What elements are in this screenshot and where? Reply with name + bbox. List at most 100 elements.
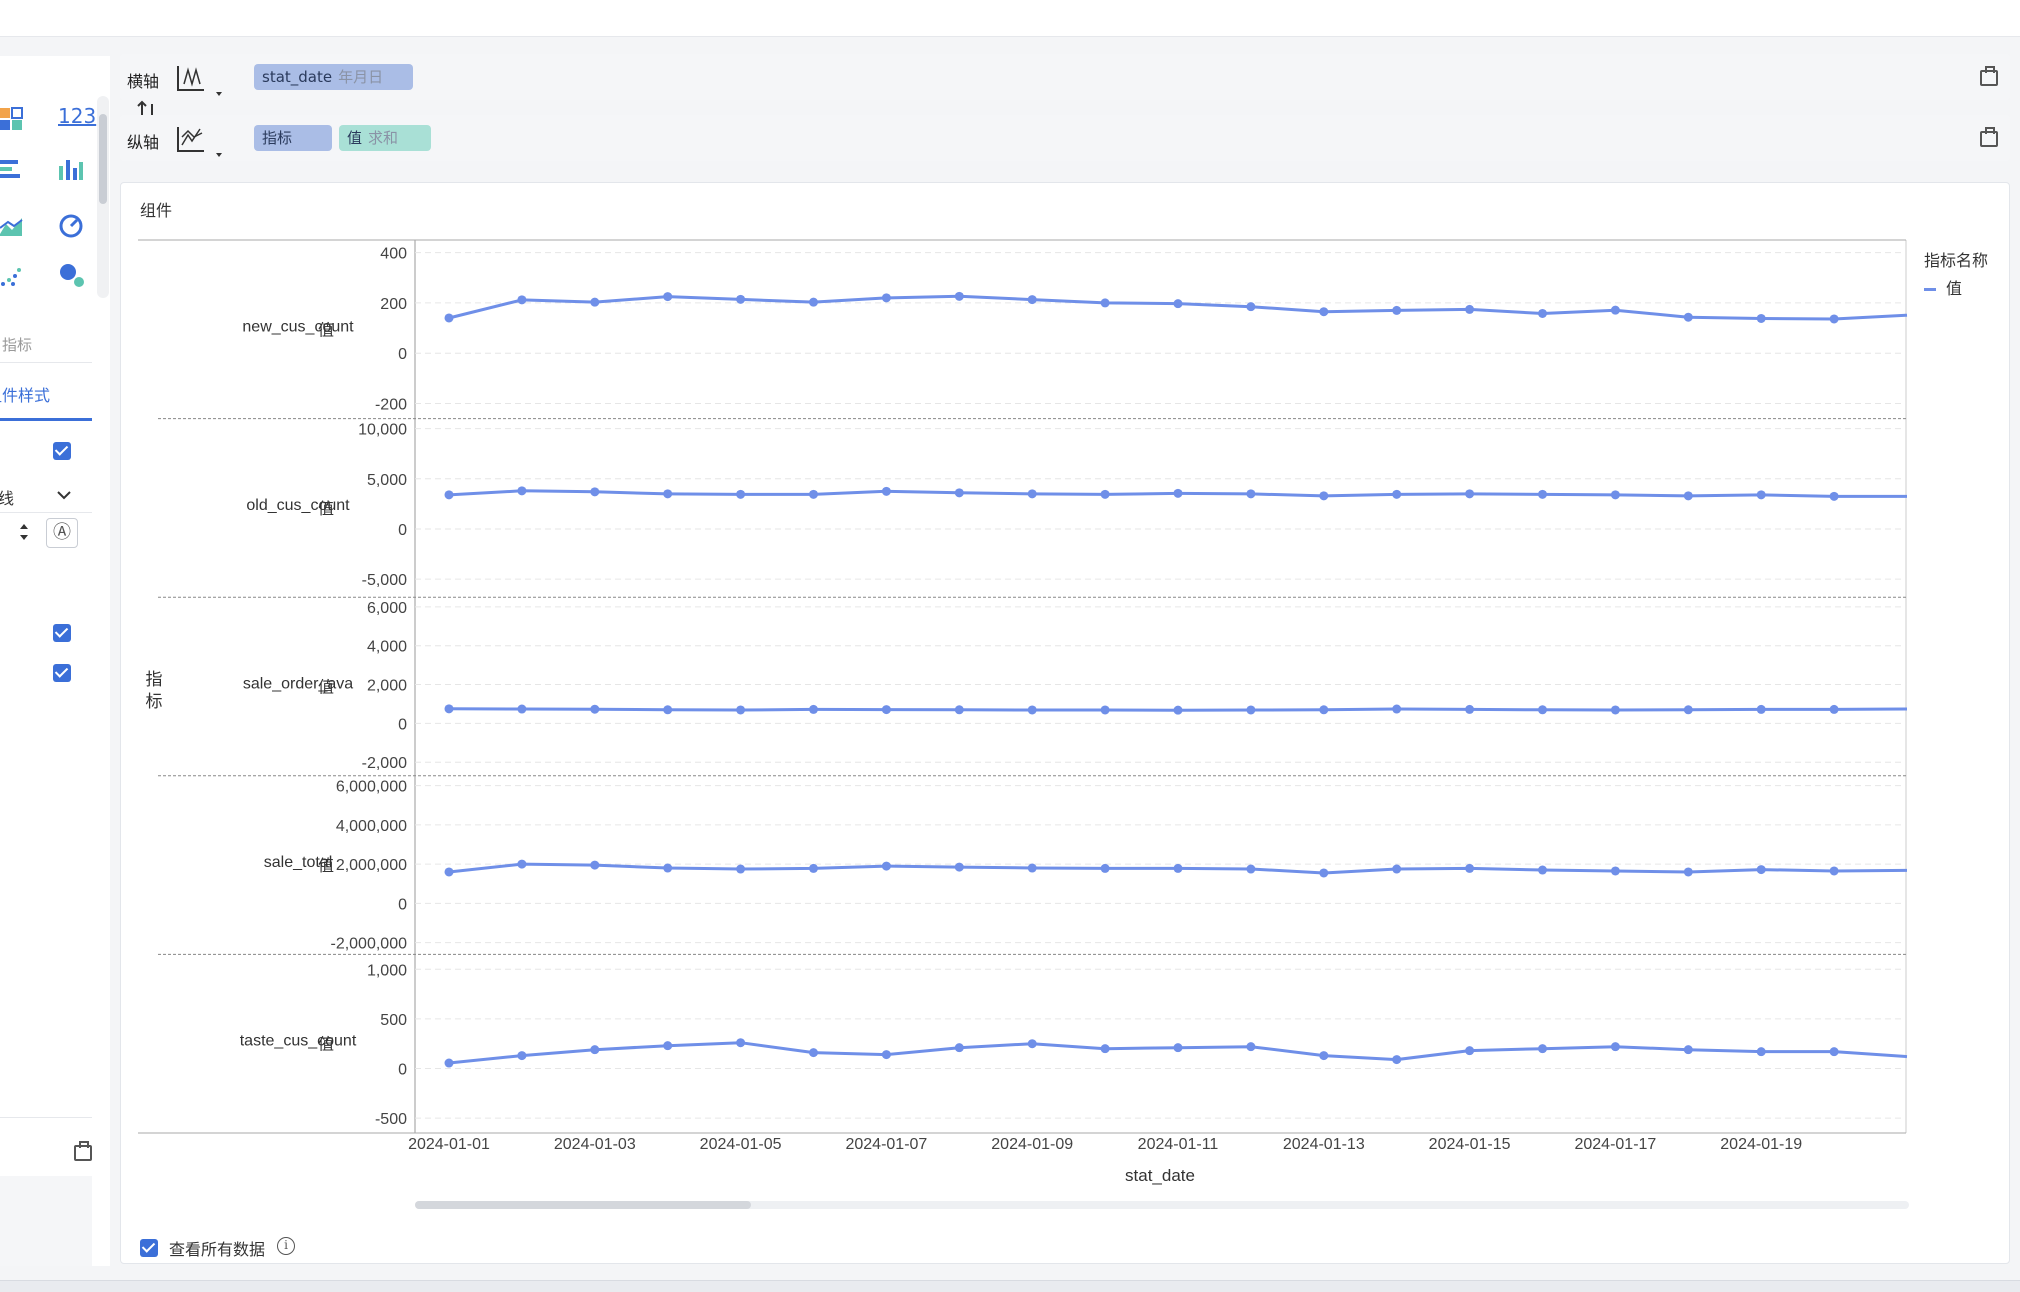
data-point <box>444 490 454 500</box>
x-axis-sort-icon[interactable] <box>176 62 226 100</box>
data-point <box>954 862 964 872</box>
line-type-select-value[interactable]: 线 <box>0 489 15 508</box>
facet-label: sale_order_ava <box>243 676 353 693</box>
data-point <box>1465 1046 1475 1056</box>
y-axis-settings-icon[interactable] <box>1980 127 1998 147</box>
data-point <box>736 705 746 715</box>
chevron-down-icon[interactable] <box>56 486 72 505</box>
y-tick-label: 6,000 <box>367 600 407 617</box>
tab-component-style[interactable]: 组件样式 <box>0 386 51 405</box>
facet-label: sale_total <box>264 854 333 871</box>
data-point <box>444 704 454 714</box>
grid-chart-icon[interactable] <box>0 106 24 136</box>
y-tick-label: -2,000 <box>362 755 407 772</box>
x-tick-label: 2024-01-13 <box>1283 1136 1365 1153</box>
data-point <box>1392 489 1402 499</box>
data-point <box>1173 488 1183 498</box>
area-chart-icon[interactable] <box>0 214 24 242</box>
data-point <box>590 487 600 497</box>
data-point <box>1319 705 1329 715</box>
left-panel-scrollbar[interactable] <box>97 96 109 298</box>
x-axis-field-pill[interactable]: stat_date 年月日 <box>254 64 413 90</box>
y-tick-label: 2,000 <box>367 678 407 695</box>
x-tick-label: 2024-01-15 <box>1429 1136 1511 1153</box>
y-tick-label: 4,000,000 <box>336 818 407 835</box>
legend-title: 指标名称 <box>1924 251 1989 270</box>
active-tab-indicator <box>0 418 92 421</box>
y-axis-sort-icon[interactable] <box>176 123 226 161</box>
bar-vertical-icon[interactable] <box>58 156 84 186</box>
data-point <box>517 486 527 496</box>
bar-horizontal-icon[interactable] <box>0 158 24 186</box>
data-point <box>1756 1047 1766 1057</box>
y-tick-label: 400 <box>380 246 407 263</box>
view-all-data-checkbox[interactable] <box>140 1239 158 1257</box>
data-point <box>954 705 964 715</box>
data-point <box>1392 704 1402 714</box>
data-point <box>1829 491 1839 501</box>
y-tick-label: 0 <box>398 896 407 913</box>
data-point <box>1538 489 1547 499</box>
y-tick-label: -2,000,000 <box>330 936 407 953</box>
y-axis-measure-group-pill[interactable]: 指标 <box>254 125 332 151</box>
info-icon[interactable]: i <box>277 1237 295 1255</box>
data-point <box>1756 313 1766 323</box>
data-point <box>663 863 673 873</box>
legend-entry-label: 值 <box>1946 279 1963 298</box>
left-panel-footer-area <box>0 1176 92 1266</box>
stepper-arrows-icon[interactable] <box>18 520 30 548</box>
data-point <box>517 859 527 869</box>
data-point <box>881 705 891 715</box>
data-point <box>663 489 673 499</box>
data-point <box>736 864 746 874</box>
x-axis-settings-icon[interactable] <box>1980 66 1998 86</box>
facet-label: old_cus_count <box>246 497 350 514</box>
data-point <box>1683 312 1693 322</box>
data-point <box>881 861 891 871</box>
style-checkbox-2[interactable] <box>53 624 71 642</box>
gauge-icon[interactable] <box>58 212 84 242</box>
y-tick-label: 10,000 <box>358 422 407 439</box>
section-label: 指标 <box>2 336 33 354</box>
y-axis-value-field: 值 <box>347 129 363 147</box>
data-point <box>954 291 964 301</box>
data-point <box>444 867 454 877</box>
y-axis-value-pill[interactable]: 值求和 <box>339 125 431 151</box>
legend-entry[interactable]: 值 <box>1924 275 1962 299</box>
style-checkbox-1[interactable] <box>53 442 71 460</box>
data-point <box>1246 705 1256 715</box>
top-toolbar <box>0 0 2020 37</box>
data-point <box>1027 489 1037 499</box>
chart-horizontal-scrollbar[interactable] <box>415 1201 1909 1209</box>
data-point <box>663 292 673 302</box>
scatter-icon[interactable] <box>0 266 24 294</box>
style-checkbox-3[interactable] <box>53 664 71 682</box>
bubble-icon[interactable] <box>58 262 86 294</box>
data-point <box>1756 704 1766 714</box>
font-style-icon[interactable]: Ⓐ <box>46 518 78 548</box>
data-point <box>1683 491 1693 501</box>
data-point <box>809 1048 818 1058</box>
data-point <box>1246 489 1256 499</box>
number-123-icon[interactable]: 123 <box>58 104 97 128</box>
y-tick-label: 0 <box>398 522 407 539</box>
x-axis-label: 横轴 <box>127 72 160 91</box>
view-all-data-label: 查看所有数据 <box>169 1240 266 1259</box>
left-panel-settings-icon[interactable] <box>74 1141 92 1161</box>
y-tick-label: 1,000 <box>367 962 407 979</box>
data-point <box>1610 1042 1620 1052</box>
data-point <box>1538 705 1547 715</box>
data-point <box>1173 705 1183 715</box>
data-point <box>1392 1055 1402 1065</box>
component-panel: 组件 指标 400 200 0 -200 new_cus_count 值 10,000 5,00… <box>120 182 2010 1264</box>
y-tick-label: 500 <box>380 1012 407 1029</box>
data-point <box>1246 302 1256 312</box>
chart-scrollbar-thumb[interactable] <box>415 1201 751 1209</box>
data-point <box>590 704 600 714</box>
y-tick-label: 4,000 <box>367 639 407 656</box>
data-point <box>444 313 454 323</box>
y-tick-label: 2,000,000 <box>336 857 407 874</box>
data-point <box>1683 705 1693 715</box>
facet-y-label: 值 <box>318 321 334 339</box>
facet-y-label: 值 <box>318 857 334 875</box>
